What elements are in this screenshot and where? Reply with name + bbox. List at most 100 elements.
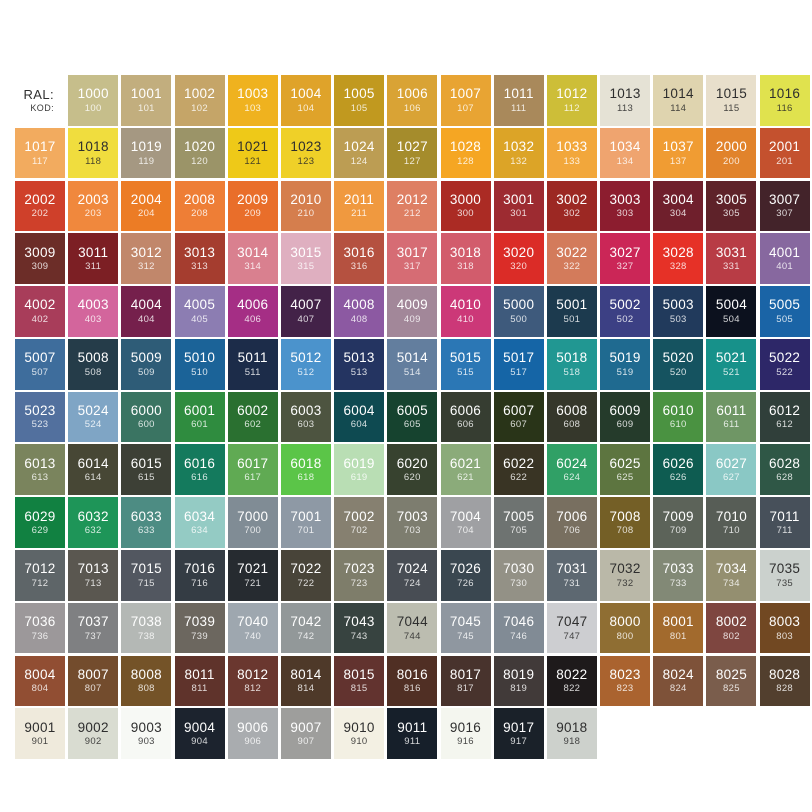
swatch-kod-number: 608 — [563, 419, 581, 431]
swatch-kod-number: 102 — [191, 102, 208, 114]
swatch-kod-number: 408 — [350, 313, 368, 325]
swatch-kod-number: 740 — [244, 630, 262, 642]
swatch-kod-number: 513 — [350, 366, 368, 378]
color-swatch-3015: 3015 315 — [280, 233, 331, 284]
swatch-ral-number: 5014 — [396, 350, 428, 366]
swatch-kod-number: 311 — [85, 261, 102, 273]
color-swatch-8008: 8008 808 — [121, 655, 172, 707]
swatch-ral-number: 4005 — [183, 297, 216, 313]
swatch-kod-number: 602 — [244, 419, 262, 431]
color-swatch-6032: 6032 632 — [68, 497, 119, 548]
color-swatch-7042: 7042 742 — [280, 602, 331, 654]
swatch-kod-number: 511 — [244, 366, 261, 378]
color-swatch-1012: 1012 112 — [546, 75, 597, 126]
swatch-ral-number: 4006 — [237, 297, 269, 313]
swatch-kod-number: 907 — [297, 736, 315, 748]
color-swatch-8025: 8025 825 — [706, 655, 757, 707]
swatch-ral-number: 1007 — [449, 86, 482, 102]
swatch-kod-number: 300 — [457, 208, 474, 220]
swatch-kod-number: 605 — [403, 419, 421, 431]
swatch-kod-number: 918 — [563, 736, 581, 748]
color-swatch-7004: 7004 704 — [440, 497, 491, 548]
swatch-ral-number: 7012 — [24, 561, 56, 577]
color-swatch-7034: 7034 734 — [706, 550, 757, 601]
swatch-kod-number: 716 — [191, 577, 208, 589]
swatch-ral-number: 9018 — [556, 719, 588, 735]
color-swatch-5013: 5013 513 — [334, 338, 385, 390]
swatch-kod-number: 316 — [350, 261, 368, 273]
color-swatch-3013: 3013 313 — [174, 233, 225, 284]
swatch-kod-number: 401 — [776, 261, 793, 273]
color-swatch-7043: 7043 743 — [334, 602, 385, 654]
swatch-kod-number: 402 — [31, 313, 49, 325]
swatch-kod-number: 509 — [137, 366, 155, 378]
swatch-kod-number: 807 — [84, 683, 102, 695]
swatch-ral-number: 8001 — [662, 614, 694, 630]
swatch-ral-number: 1011 — [503, 86, 534, 102]
swatch-ral-number: 8016 — [396, 666, 428, 682]
color-swatch-4008: 4008 408 — [334, 286, 385, 337]
swatch-kod-number: 732 — [616, 577, 634, 589]
swatch-ral-number: 4007 — [290, 297, 322, 313]
color-swatch-8019: 8019 819 — [493, 655, 544, 707]
swatch-kod-number: 403 — [84, 313, 102, 325]
swatch-ral-number: 6034 — [183, 508, 216, 524]
swatch-kod-number: 312 — [137, 261, 155, 273]
swatch-ral-number: 9006 — [237, 719, 269, 735]
swatch-ral-number: 8004 — [24, 666, 56, 682]
swatch-kod-number: 520 — [669, 366, 687, 378]
swatch-ral-number: 6004 — [343, 402, 375, 418]
swatch-kod-number: 616 — [191, 472, 208, 484]
color-swatch-9003: 9003 903 — [121, 708, 172, 759]
swatch-kod-number: 904 — [191, 736, 208, 748]
color-swatch-7026: 7026 726 — [440, 550, 491, 601]
color-swatch-1004: 1004 104 — [280, 75, 331, 126]
swatch-ral-number: 6022 — [503, 455, 535, 471]
swatch-kod-number: 124 — [350, 155, 368, 167]
swatch-ral-number: 3020 — [503, 244, 535, 260]
color-swatch-3011: 3011 311 — [68, 233, 119, 284]
swatch-ral-number: 6000 — [130, 402, 162, 418]
swatch-kod-number: 327 — [616, 261, 634, 273]
color-swatch-7040: 7040 740 — [227, 602, 278, 654]
color-swatch-6024: 6024 624 — [546, 444, 597, 496]
color-swatch-3001: 3001 301 — [493, 180, 544, 232]
color-swatch-6004: 6004 604 — [334, 391, 385, 443]
swatch-kod-number: 210 — [297, 208, 315, 220]
color-swatch-7038: 7038 738 — [121, 602, 172, 654]
swatch-kod-number: 917 — [510, 736, 528, 748]
swatch-ral-number: 5003 — [662, 297, 694, 313]
swatch-kod-number: 735 — [776, 577, 793, 589]
swatch-kod-number: 713 — [84, 577, 102, 589]
swatch-kod-number: 603 — [297, 419, 315, 431]
swatch-ral-number: 7037 — [77, 614, 109, 630]
swatch-kod-number: 505 — [776, 313, 793, 325]
swatch-kod-number: 628 — [776, 472, 793, 484]
swatch-kod-number: 318 — [457, 261, 474, 273]
swatch-ral-number: 9004 — [183, 719, 216, 735]
swatch-kod-number: 204 — [137, 208, 155, 220]
color-swatch-8024: 8024 824 — [653, 655, 704, 707]
color-swatch-5021: 5021 521 — [706, 338, 757, 390]
swatch-ral-number: 3017 — [396, 244, 428, 260]
color-swatch-8014: 8014 814 — [280, 655, 331, 707]
color-swatch-9011: 9011 911 — [387, 708, 438, 759]
color-swatch-3020: 3020 320 — [493, 233, 544, 284]
color-swatch-3016: 3016 316 — [334, 233, 385, 284]
color-swatch-1033: 1033 133 — [546, 127, 597, 179]
color-swatch-9006: 9006 906 — [227, 708, 278, 759]
color-swatch-2012: 2012 212 — [387, 180, 438, 232]
swatch-ral-number: 1014 — [662, 86, 694, 102]
swatch-ral-number: 4002 — [24, 297, 56, 313]
swatch-kod-number: 626 — [669, 472, 687, 484]
color-swatch-8002: 8002 802 — [706, 602, 757, 654]
swatch-ral-number: 6015 — [130, 455, 162, 471]
swatch-kod-number: 811 — [191, 683, 208, 695]
swatch-ral-number: 3015 — [290, 244, 322, 260]
swatch-kod-number: 819 — [510, 683, 528, 695]
swatch-kod-number: 901 — [31, 736, 49, 748]
color-swatch-9010: 9010 910 — [334, 708, 385, 759]
swatch-kod-number: 208 — [191, 208, 208, 220]
color-swatch-6013: 6013 613 — [15, 444, 65, 496]
swatch-kod-number: 614 — [84, 472, 102, 484]
